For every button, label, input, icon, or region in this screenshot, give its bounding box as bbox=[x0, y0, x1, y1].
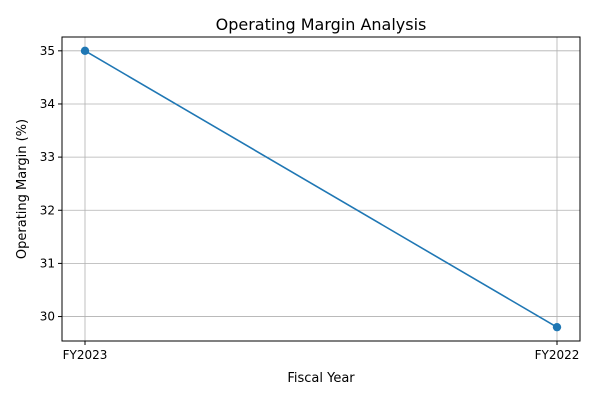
y-axis-label: Operating Margin (%) bbox=[15, 119, 30, 259]
y-tick-label: 33 bbox=[40, 150, 55, 164]
y-tick-label: 35 bbox=[40, 44, 55, 58]
x-axis-label: Fiscal Year bbox=[287, 371, 355, 386]
data-point bbox=[552, 322, 562, 332]
x-tick-label: FY2023 bbox=[63, 348, 108, 362]
chart-title: Operating Margin Analysis bbox=[216, 15, 427, 34]
y-tick-label: 31 bbox=[40, 256, 55, 270]
y-tick-label: 32 bbox=[40, 203, 55, 217]
plot-frame bbox=[61, 36, 581, 342]
grid-layer bbox=[62, 37, 580, 341]
data-point bbox=[80, 46, 90, 56]
x-tick-label: FY2022 bbox=[535, 348, 580, 362]
series-line bbox=[84, 50, 558, 328]
y-tick-label: 30 bbox=[40, 310, 55, 324]
series-layer bbox=[80, 46, 562, 332]
y-tick-label: 34 bbox=[40, 97, 55, 111]
tick-layer: FY2023 FY2022 30 31 32 33 34 35 bbox=[40, 44, 580, 362]
